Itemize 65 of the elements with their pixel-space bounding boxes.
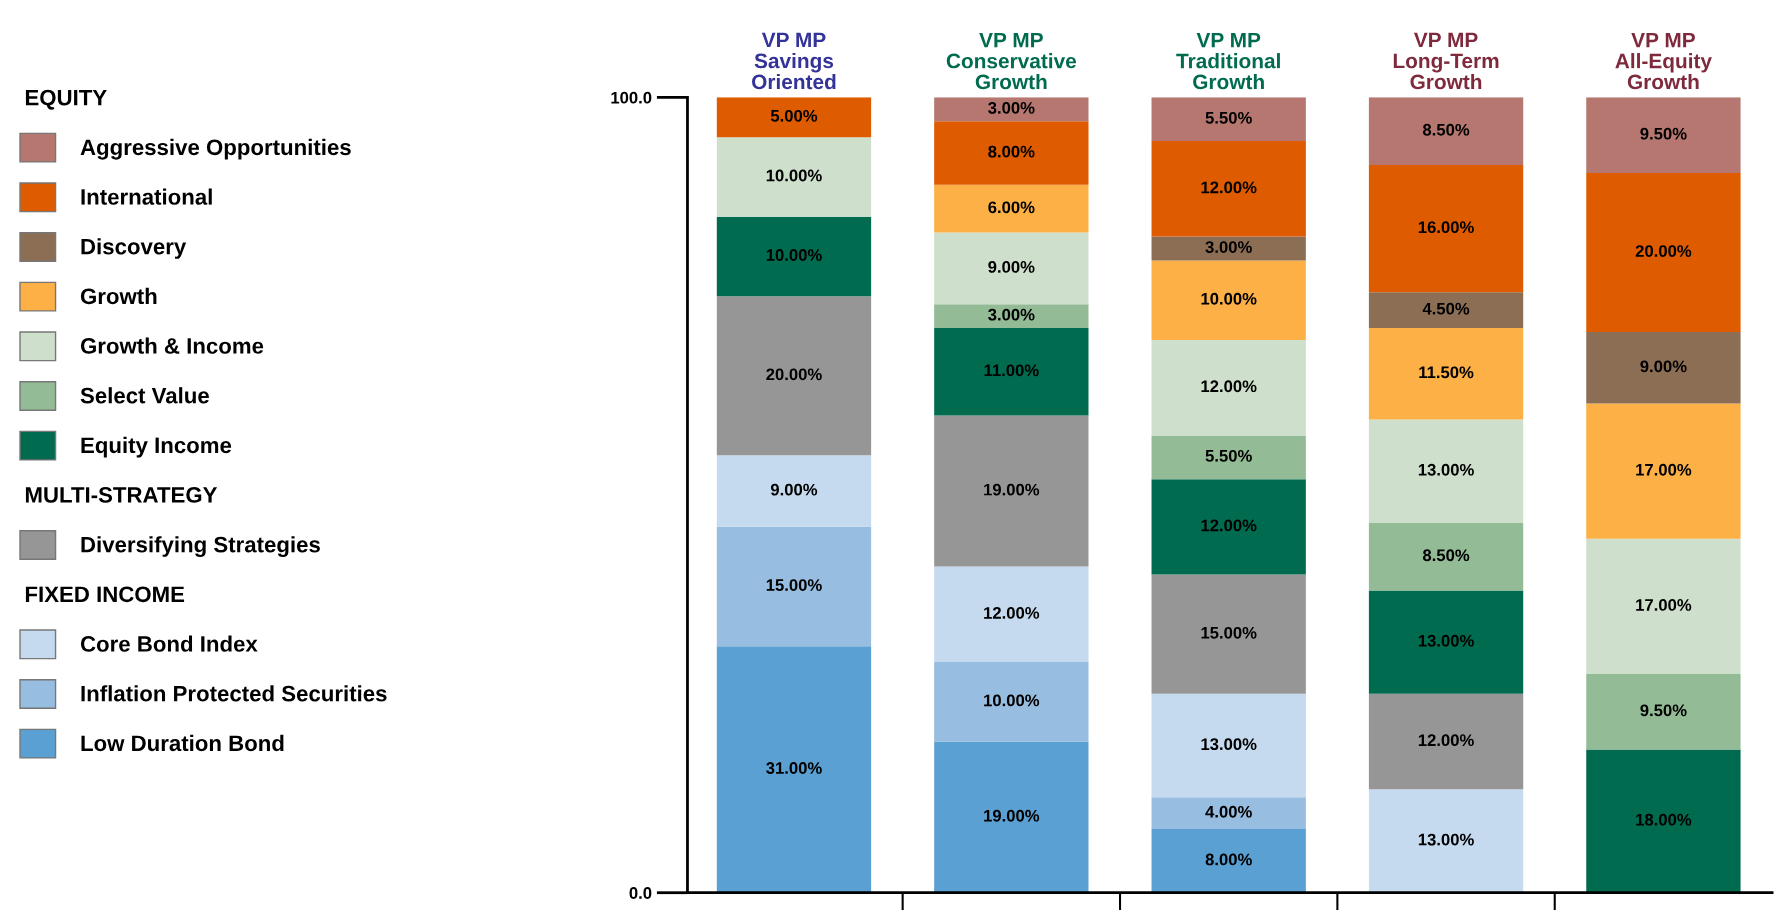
legend-label: International (81, 188, 212, 205)
data-label: 5.00% (770, 109, 818, 122)
x-tick-label: VP MP All-Equity Growth (1615, 32, 1712, 90)
legend-label: Aggressive Opportunities (80, 138, 351, 160)
data-label: 20.00% (1635, 245, 1692, 257)
data-label: 11.50% (1419, 366, 1474, 379)
data-label: 10.00% (1201, 292, 1257, 305)
data-label: 9.00% (1640, 360, 1687, 373)
data-label: 12.00% (984, 607, 1040, 619)
legend-label: Equity Income (81, 436, 232, 458)
data-label: 17.00% (1636, 463, 1692, 476)
data-label: 12.00% (1418, 734, 1474, 747)
data-label: 9.50% (1640, 704, 1687, 717)
data-label: 9.00% (988, 261, 1035, 273)
legend-label: Growth (80, 287, 157, 305)
data-label: 19.00% (984, 809, 1040, 822)
legend-label: Growth & Income (80, 337, 264, 354)
data-label: 17.00% (1636, 599, 1692, 611)
data-label: 5.50% (1205, 449, 1252, 462)
x-tick-label: VP MP Conservative Growth (946, 32, 1077, 90)
data-label: 12.00% (1201, 181, 1257, 194)
data-label: 20.00% (766, 368, 822, 381)
data-label: 6.00% (988, 201, 1035, 214)
y-tick-label: 100.0 (611, 91, 652, 104)
y-tick-label: 0.0 (629, 887, 652, 899)
data-label: 12.00% (1201, 380, 1257, 393)
data-label: 13.00% (1418, 833, 1474, 846)
x-tick-label: VP MP Traditional Growth (1176, 32, 1280, 90)
data-label: 3.00% (988, 308, 1035, 321)
data-label: 13.00% (1201, 738, 1257, 751)
data-label: 9.00% (770, 483, 818, 496)
x-tick-label: VP MP Long-Term Growth (1393, 32, 1499, 90)
data-label: 3.00% (988, 101, 1035, 114)
text: EQUITY (25, 89, 107, 110)
data-label: 4.50% (1422, 302, 1470, 315)
text: FIXED INCOME (25, 586, 185, 603)
data-label: 10.00% (766, 249, 822, 261)
data-label: 8.50% (1422, 549, 1470, 562)
data-label: 19.00% (984, 483, 1040, 496)
legend-label: Low Duration Bond (81, 734, 284, 752)
data-label: 31.00% (766, 762, 822, 774)
legend-label: Inflation Protected Securities (81, 685, 387, 702)
data-label: 12.00% (1201, 519, 1257, 532)
legend-label: Discovery (81, 238, 187, 259)
data-label: 16.00% (1418, 221, 1474, 234)
text: MULTI-STRATEGY (25, 487, 218, 503)
legend-label: Select Value (80, 387, 209, 404)
data-label: 9.50% (1640, 127, 1687, 140)
data-label: 10.00% (766, 169, 822, 182)
data-label: 3.00% (1205, 241, 1252, 253)
data-label: 8.00% (1205, 853, 1252, 866)
data-label: 11.00% (984, 364, 1039, 377)
data-label: 8.50% (1422, 123, 1470, 136)
legend-label: Diversifying Strategies (81, 536, 320, 557)
x-tick-label: VP MP Savings Oriented (752, 32, 836, 90)
data-label: 15.00% (766, 579, 822, 591)
data-label: 8.00% (988, 145, 1035, 158)
legend-label: Core Bond Index (80, 635, 258, 652)
data-label: 13.00% (1418, 463, 1474, 476)
data-label: 18.00% (1636, 813, 1692, 826)
data-label: 15.00% (1201, 626, 1257, 639)
data-label: 5.50% (1205, 111, 1252, 124)
data-label: 13.00% (1418, 634, 1474, 647)
data-label: 10.00% (984, 694, 1040, 707)
data-label: 4.00% (1205, 805, 1252, 818)
